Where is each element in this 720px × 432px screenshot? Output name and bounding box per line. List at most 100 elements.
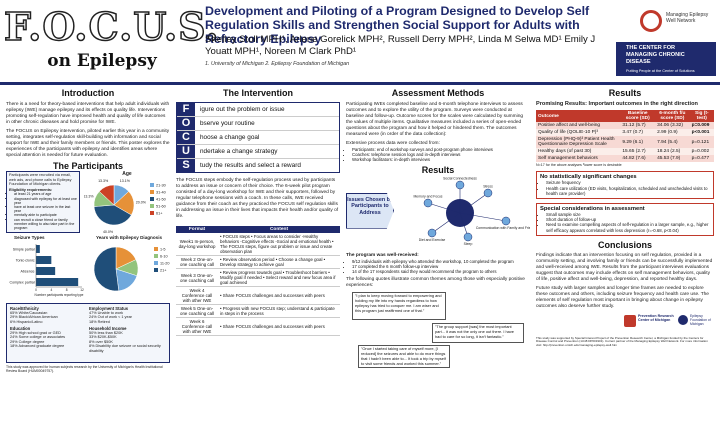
poster-title: Development and Piloting of a Program De… [205,4,590,46]
no-change-item: Seizure frequency [546,180,710,185]
issues-bubble-diagram: Social Connectedness Stress Memory and Foc… [413,176,530,246]
employment-item: 47% Unable to work [89,311,123,315]
eligibility-list: at least 21 years of age diagnosed with … [9,192,77,230]
well-received-item: 14 of the 17 respondents said they would… [352,269,530,274]
seizure-chart-title: Seizure Types [14,235,45,240]
no-change-item: Health care utilization (ED visits, hosp… [546,186,710,196]
schedule-format: Week 3 One-on-one coaching call [176,268,218,287]
pie-data-label: 13.3% [98,179,109,183]
employment-item: 18% Retired [89,319,110,324]
quotes-area: "I plan to keep moving forward to empowe… [346,289,530,369]
followup-score: 7.94 (5.4) [655,136,690,148]
outcomes-table: Outcome Baseline score (SD) 6-month f/u … [536,110,714,162]
schedule-content: • Review observation period • Choose a c… [218,255,340,269]
seizure-bar-chart: Simple partial Tonic-clonic Absence Complex… [10,244,84,297]
pie-slice [98,184,115,206]
eligibility-item: diagnosed with epilepsy for at least one… [14,197,77,205]
schedule-content: • Progress with new FOCUS step; understa… [218,304,340,318]
issues-diagram: Issues Chosen by Participants to Address… [346,175,530,253]
age-pie-chart: 13.1% 20.0% 40.0% 13.3% 13.3% 21-30 31-40 41-50… [83,179,166,234]
participant-quote: "Once I started taking care of myself mo… [358,345,450,369]
efm-logo: Epilepsy Foundation of Michigan [678,313,714,333]
issue-bubble [423,198,433,207]
followup-score: 18.24 (2.5) [655,148,690,155]
no-change-list: Seizure frequency Health care utilizatio… [540,180,710,196]
education-title: Education [10,326,31,331]
legend-label: 11-20 [160,262,169,266]
schedule-row: Week1 In-person, day-long workshop • FOCU… [176,233,340,256]
outcome-name: Healthy days (of past 30) [536,148,621,155]
legend-swatch [150,183,154,187]
schedule-row: Week 2 One-on-one coaching call • Review … [176,255,340,269]
schedule-content: • Share FOCUS challenges and successes w… [218,286,340,305]
significance: p=0.009 [689,122,714,129]
tick-label: 4 [50,288,52,292]
followup-score: 34.06 (3.32) [655,122,690,129]
focus-row: U ndertake a change strategy [177,145,339,159]
efm-logo-icon [678,314,688,325]
focus-text: tudy the results and select a reward [200,162,301,169]
legend-swatch [150,190,154,194]
irb-footnote: This study was approved for human subjec… [6,365,163,373]
column-intervention: The Intervention F igure out the problem… [176,88,340,428]
sponsor2-tagline: Putting People at the Center of Solution… [626,69,695,73]
employment-item: 24% Out of work < 1 year [89,315,132,320]
outcome-row: Positive affect and well-being 31.12 (5.… [536,122,714,129]
legend-swatch [154,261,158,265]
schedule-content: • Review progress towards goal • Trouble… [218,268,340,287]
intro-p1: There is a need for theory-based interve… [6,102,170,125]
income-item: 8% Disability due seizure or social secu… [89,344,161,353]
authors: Shelley Stoll MPH¹, Arlene Gorelick MPH²… [205,34,596,57]
well-received-list: 9/12 individuals with epilepsy who atten… [346,259,530,275]
eligibility-item: at least 21 years of age [14,192,77,196]
intervention-description: The FOCUS steps embody the self-regulati… [176,178,339,219]
mid-results-heading: Results [421,164,455,175]
baseline-score: 9.29 (6.1) [620,136,656,148]
outcome-name: Quality of life (QOLIE-10 P)³ [536,129,621,136]
seizure-chart: Seizure Types Simple partial Tonic-clonic… [6,235,86,301]
pie-data-label: 13.3% [84,195,94,199]
issue-label: Diet and Exercise [419,238,446,242]
affiliations: 1. University of Michigan 2. Epilepsy Fo… [205,61,350,67]
focus-letter: F [177,103,195,116]
cmcd-logo: THE CENTER FOR MANAGING CHRONIC DISEASE … [616,42,716,76]
issue-bubble [501,216,511,225]
schedule-format: Week1 In-person, day-long workshop [176,233,218,256]
bar [36,256,52,264]
network-logo-icon [640,10,662,32]
bubble-connector [431,212,461,233]
well-received-title: The program was well-received: [346,252,419,258]
bar [36,267,56,275]
prc-logo: Prevention Research Center of Michigan [624,313,676,333]
column-results: Results Promising Results: Important out… [536,88,714,428]
eligibility-item: can recruit a close friend or family mem… [14,218,77,231]
focus-letter: C [177,131,195,144]
schedule-row: Week 3 One-on-one coaching call • Review … [176,268,340,287]
employment-title: Employment Status [89,306,129,311]
results-heading: Results [608,88,642,98]
race-item: 65% White/Caucasian [10,311,48,315]
conclusions-p1: Findings indicate that an intervention f… [536,252,713,282]
eligibility-title: Eligibility requirements: [9,187,53,192]
recruitment-text: Participants were recruited via email, w… [9,173,72,187]
column-introduction: Introduction There is a need for theory-… [6,88,170,428]
mew-network-logo: Managing Epilepsy Well Network [640,4,716,42]
significance: p=0.121 [689,136,714,148]
years-chart-title: Years with Epilepsy Diagnosis [95,235,163,240]
significance: p=0.002 [689,148,714,155]
special-item: Short duration of follow-up [546,217,710,222]
focus-logo: F.O.C.U.S. on Epilepsy [3,3,220,76]
format-header: Format [176,226,218,233]
issue-label: Communication with Family and Friends [476,226,530,230]
issue-label: Memory and Focus [413,194,442,198]
prc-logo-icon [624,314,636,327]
followup-score: 2.99 (0.9) [655,129,690,136]
years-chart: Years with Epilepsy Diagnosis 1-5 6-10 11-… [88,235,170,301]
outcome-name: Positive affect and well-being [536,122,621,129]
logo-title: F.O.C.U.S. [3,3,220,50]
outcome-row: Self management behaviors 44.82 (7.6) 45… [536,155,714,162]
content-header: Content [218,226,340,233]
issue-bubble [463,232,473,241]
legend-label: 51-60 [156,205,166,209]
